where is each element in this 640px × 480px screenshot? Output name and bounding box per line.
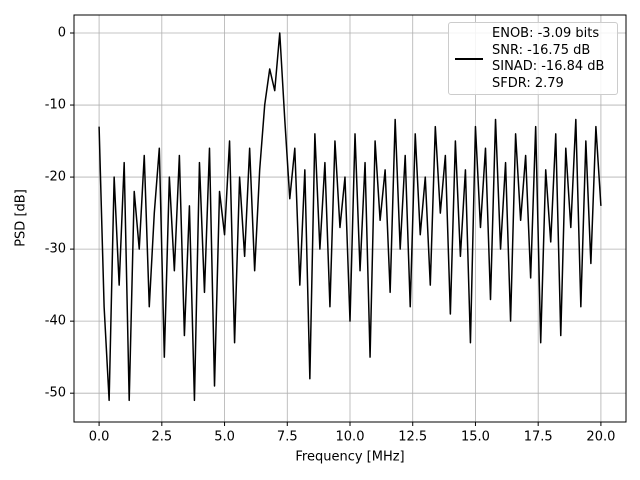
- x-axis-label: Frequency [MHz]: [295, 450, 404, 465]
- axes-frame: [73, 14, 627, 423]
- legend-swatch: [455, 58, 483, 60]
- x-tick-label: 17.5: [524, 430, 553, 445]
- y-tick-label: -30: [45, 242, 66, 257]
- x-tick-label: 15.0: [461, 430, 490, 445]
- x-tick-label: 12.5: [398, 430, 427, 445]
- y-tick-label: -50: [45, 386, 66, 401]
- y-axis-label: PSD [dB]: [14, 189, 29, 247]
- x-tick-label: 2.5: [151, 430, 172, 445]
- psd-line: [98, 32, 602, 402]
- legend: ENOB: -3.09 bits SNR: -16.75 dB SINAD: -…: [448, 22, 618, 95]
- y-tick-label: -40: [45, 314, 66, 329]
- y-tick-label: 0: [58, 26, 66, 41]
- x-tick-label: 10.0: [336, 430, 365, 445]
- y-tick-label: -10: [45, 98, 66, 113]
- legend-label: ENOB: -3.09 bits SNR: -16.75 dB SINAD: -…: [492, 26, 605, 91]
- x-tick-label: 20.0: [586, 430, 615, 445]
- x-tick-label: 0.0: [89, 430, 110, 445]
- x-tick-label: 7.5: [277, 430, 298, 445]
- x-tick-label: 5.0: [214, 430, 235, 445]
- y-tick-label: -20: [45, 170, 66, 185]
